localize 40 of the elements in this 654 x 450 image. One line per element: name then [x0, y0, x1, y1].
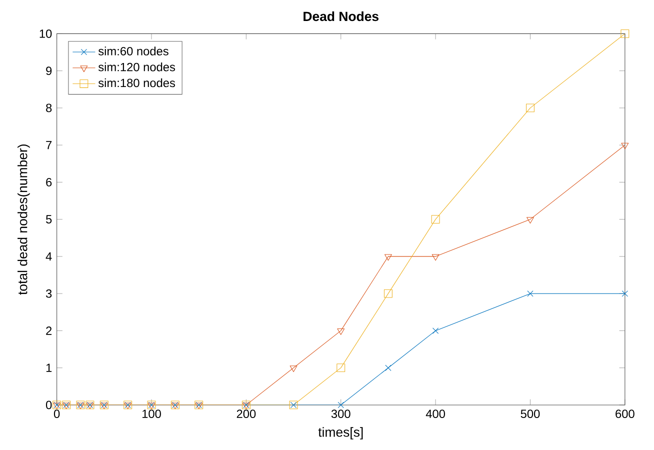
point [338, 402, 344, 408]
legend-label: sim:60 nodes [98, 46, 168, 56]
point [621, 142, 629, 150]
y-tick-label: 10 [40, 30, 52, 38]
y-tick-label: 0 [46, 400, 52, 410]
y-tick-label: 2 [46, 326, 52, 335]
y-tick-label: 1 [46, 364, 52, 372]
point [432, 328, 439, 334]
y-tick-label: 8 [46, 104, 52, 112]
legend-label: sim:120 nodes [98, 62, 176, 72]
y-axis-title: total dead nodes(number) [18, 144, 30, 295]
point [622, 290, 628, 297]
x-tick-label: 600 [616, 410, 634, 418]
point [290, 366, 298, 372]
y-tick-label: 9 [46, 66, 52, 76]
x-axis-title: times[s] [318, 427, 363, 440]
y-tick-label: 7 [46, 141, 52, 150]
point [384, 289, 392, 298]
point [336, 364, 346, 372]
y-tick-label: 4 [46, 252, 52, 261]
point [385, 364, 392, 371]
point [526, 217, 534, 224]
x-tick-label: 300 [331, 410, 350, 418]
point [431, 215, 440, 224]
x-tick-label: 100 [142, 410, 161, 418]
y-tick-label: 3 [46, 289, 52, 298]
y-tick-label: 5 [46, 215, 52, 224]
point [526, 104, 534, 112]
y-tick-label: 6 [46, 178, 52, 186]
x-tick-label: 200 [236, 410, 256, 418]
x-tick-label: 500 [520, 410, 540, 418]
legend-label: sim:180 nodes [98, 78, 176, 88]
chart-title: Dead Nodes [304, 11, 379, 22]
point [384, 254, 392, 261]
point [432, 254, 440, 261]
x-tick-label: 0 [54, 410, 60, 418]
x-tick-label: 400 [426, 410, 446, 418]
point [620, 30, 630, 38]
point [337, 328, 345, 335]
point [527, 290, 534, 297]
